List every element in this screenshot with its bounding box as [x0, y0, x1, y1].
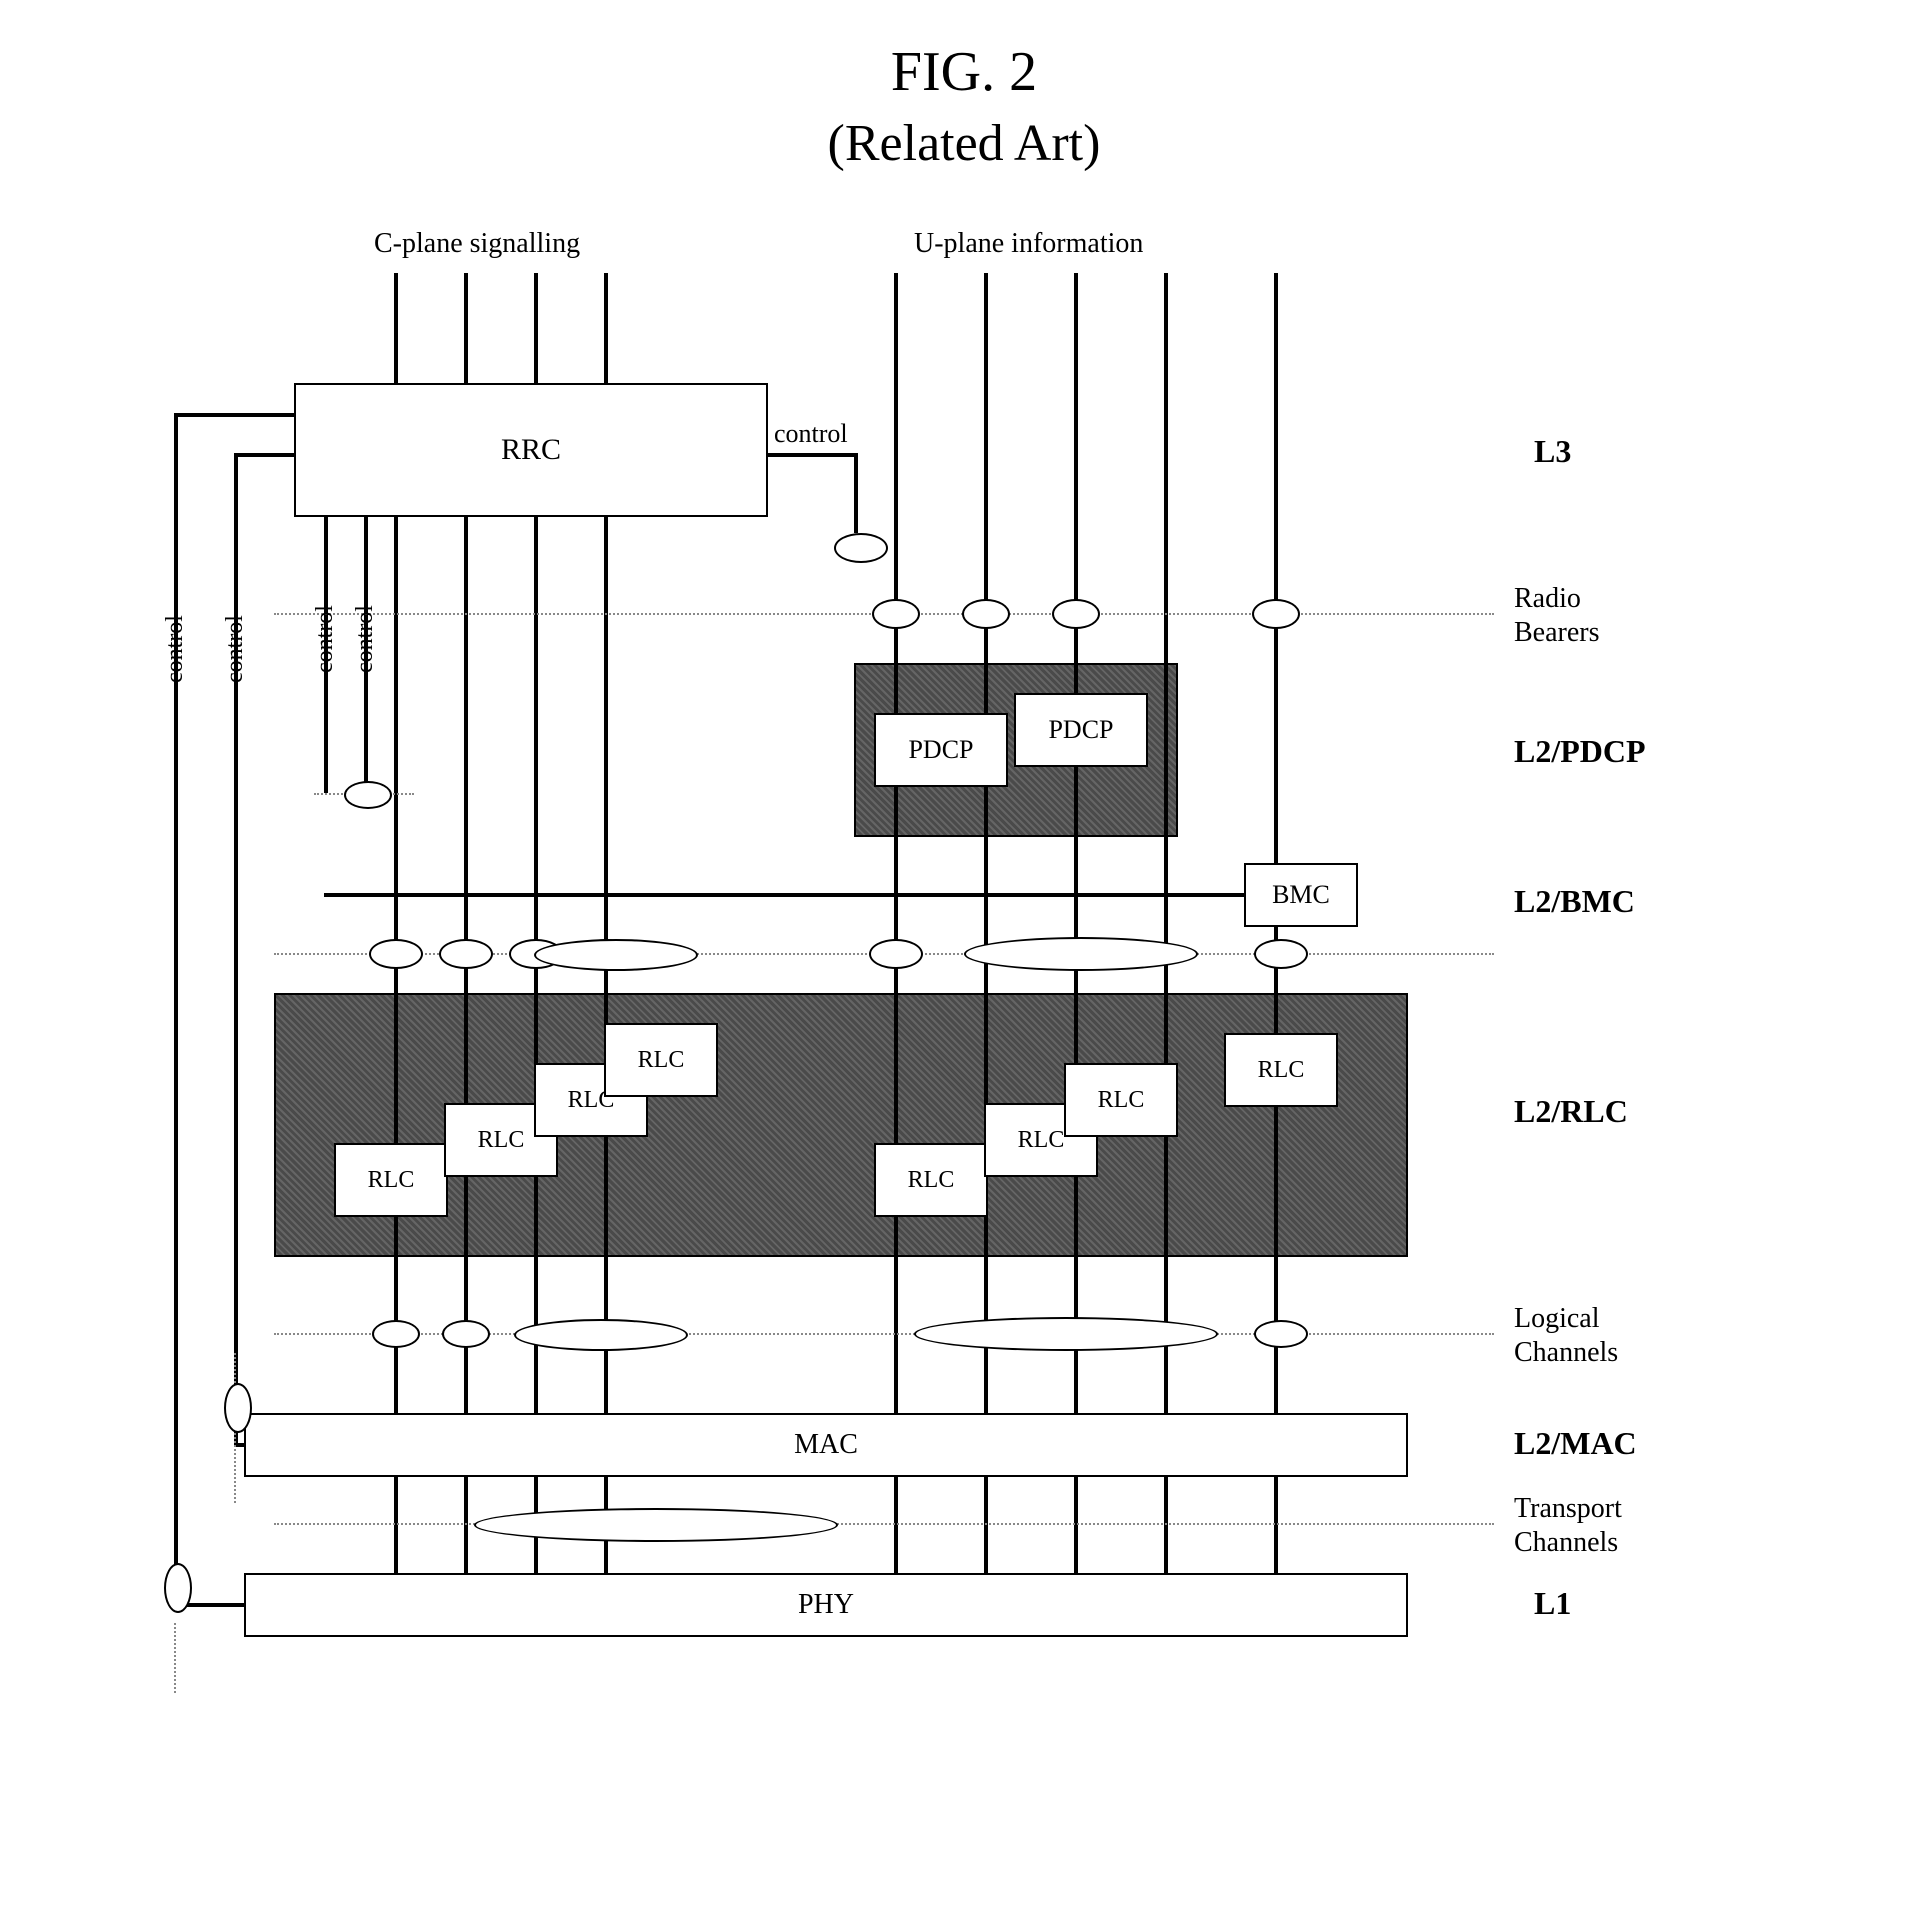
- protocol-stack-diagram: C-plane signallingU-plane informationcon…: [114, 233, 1814, 1733]
- sap-rlc-c: [439, 939, 493, 969]
- rlc-box-4: RLC: [874, 1143, 988, 1217]
- pdcp-box-2: PDCP: [1014, 693, 1148, 767]
- sap-radio: [1052, 599, 1100, 629]
- sap-radio: [962, 599, 1010, 629]
- sap-rlc-wide-u: [964, 937, 1198, 971]
- c-plane-label: C-plane signalling: [374, 228, 580, 260]
- layer-radio-bearers-0: Radio: [1514, 583, 1581, 615]
- rlc-box-7: RLC: [1224, 1033, 1338, 1107]
- sap-ctrl-inner: [344, 781, 392, 809]
- sap-rlc-u2: [1254, 939, 1308, 969]
- rlc-box-0: RLC: [334, 1143, 448, 1217]
- sap-log-wide-u: [914, 1317, 1218, 1351]
- control-vlabel-2: control: [222, 563, 249, 683]
- sap-transport: [474, 1508, 838, 1542]
- sap-radio: [1252, 599, 1300, 629]
- pdcp-box-1: PDCP: [874, 713, 1008, 787]
- bmc-box: BMC: [1244, 863, 1358, 927]
- figure-title: FIG. 2: [40, 40, 1888, 104]
- sap-log: [442, 1320, 490, 1348]
- layer-logical-1: Channels: [1514, 1337, 1618, 1369]
- sap-ctrl-phy: [164, 1563, 192, 1613]
- control-vlabel-1: control: [162, 563, 189, 683]
- phy-box: PHY: [244, 1573, 1408, 1637]
- layer-radio-bearers-1: Bearers: [1514, 617, 1600, 649]
- sap-ctrl-mac: [224, 1383, 252, 1433]
- rrc-box: RRC: [294, 383, 768, 517]
- sap-rlc-u1: [869, 939, 923, 969]
- sap-log-u: [1254, 1320, 1308, 1348]
- control-vlabel-4: control: [352, 553, 379, 673]
- layer-l2-pdcp: L2/PDCP: [1514, 733, 1646, 770]
- layer-transport-1: Channels: [1514, 1527, 1618, 1559]
- sap-radio: [872, 599, 920, 629]
- control-top-label: control: [774, 419, 848, 449]
- sap-ctrl-top: [834, 533, 888, 563]
- layer-l2-mac: L2/MAC: [1514, 1425, 1637, 1462]
- rlc-box-3: RLC: [604, 1023, 718, 1097]
- sap-rlc-wide-c: [534, 939, 698, 971]
- layer-l2-bmc: L2/BMC: [1514, 883, 1635, 920]
- u-plane-label: U-plane information: [914, 228, 1143, 260]
- layer-logical-0: Logical: [1514, 1303, 1600, 1335]
- layer-transport-0: Transport: [1514, 1493, 1622, 1525]
- sap-log-wide-c: [514, 1319, 688, 1351]
- layer-l2-rlc: L2/RLC: [1514, 1093, 1628, 1130]
- rlc-box-6: RLC: [1064, 1063, 1178, 1137]
- control-vlabel-3: control: [312, 553, 339, 673]
- layer-l3: L3: [1534, 433, 1571, 470]
- figure-subtitle: (Related Art): [40, 114, 1888, 173]
- sap-log: [372, 1320, 420, 1348]
- mac-box: MAC: [244, 1413, 1408, 1477]
- sap-rlc-c: [369, 939, 423, 969]
- layer-l1: L1: [1534, 1585, 1571, 1622]
